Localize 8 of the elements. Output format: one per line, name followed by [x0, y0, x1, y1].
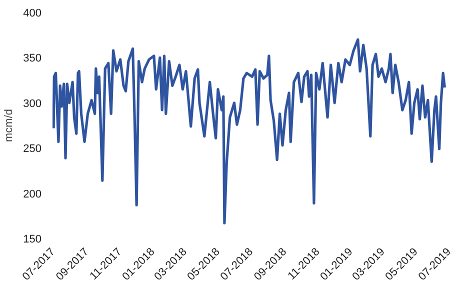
y-tick-label: 400	[23, 8, 42, 20]
y-tick-label: 150	[23, 234, 42, 246]
y-tick-label: 200	[23, 188, 42, 200]
y-tick-label: 250	[23, 143, 42, 156]
y-tick-label: 350	[23, 52, 42, 65]
line-series	[52, 38, 446, 224]
y-tick-label: 300	[23, 98, 42, 110]
y-axis-title: mcm/d	[3, 109, 16, 142]
